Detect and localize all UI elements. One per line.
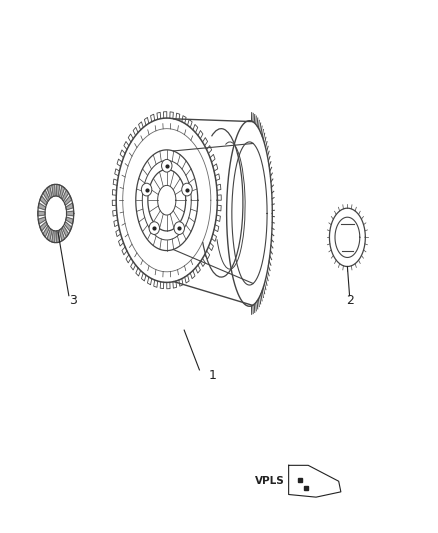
Polygon shape: [62, 225, 69, 237]
Circle shape: [149, 222, 159, 235]
Polygon shape: [64, 222, 72, 231]
Polygon shape: [38, 211, 45, 216]
Polygon shape: [43, 225, 49, 237]
Polygon shape: [57, 184, 60, 197]
Polygon shape: [60, 186, 65, 198]
Polygon shape: [67, 211, 74, 216]
Polygon shape: [66, 217, 74, 224]
Polygon shape: [62, 190, 69, 201]
Polygon shape: [52, 184, 55, 197]
Polygon shape: [38, 203, 46, 210]
Polygon shape: [57, 230, 60, 243]
Text: 3: 3: [69, 294, 77, 308]
Polygon shape: [40, 222, 47, 231]
Polygon shape: [66, 203, 74, 210]
Text: VPLS: VPLS: [254, 477, 284, 486]
Circle shape: [174, 222, 184, 235]
Polygon shape: [43, 190, 49, 201]
Circle shape: [162, 159, 172, 172]
Polygon shape: [40, 196, 47, 205]
Text: 2: 2: [346, 294, 353, 308]
Polygon shape: [64, 196, 72, 205]
Text: 1: 1: [208, 369, 216, 382]
Polygon shape: [47, 186, 52, 198]
Circle shape: [141, 183, 152, 196]
Polygon shape: [60, 229, 65, 241]
Circle shape: [182, 183, 192, 196]
Polygon shape: [38, 217, 46, 224]
Polygon shape: [52, 230, 55, 243]
Polygon shape: [47, 229, 52, 241]
